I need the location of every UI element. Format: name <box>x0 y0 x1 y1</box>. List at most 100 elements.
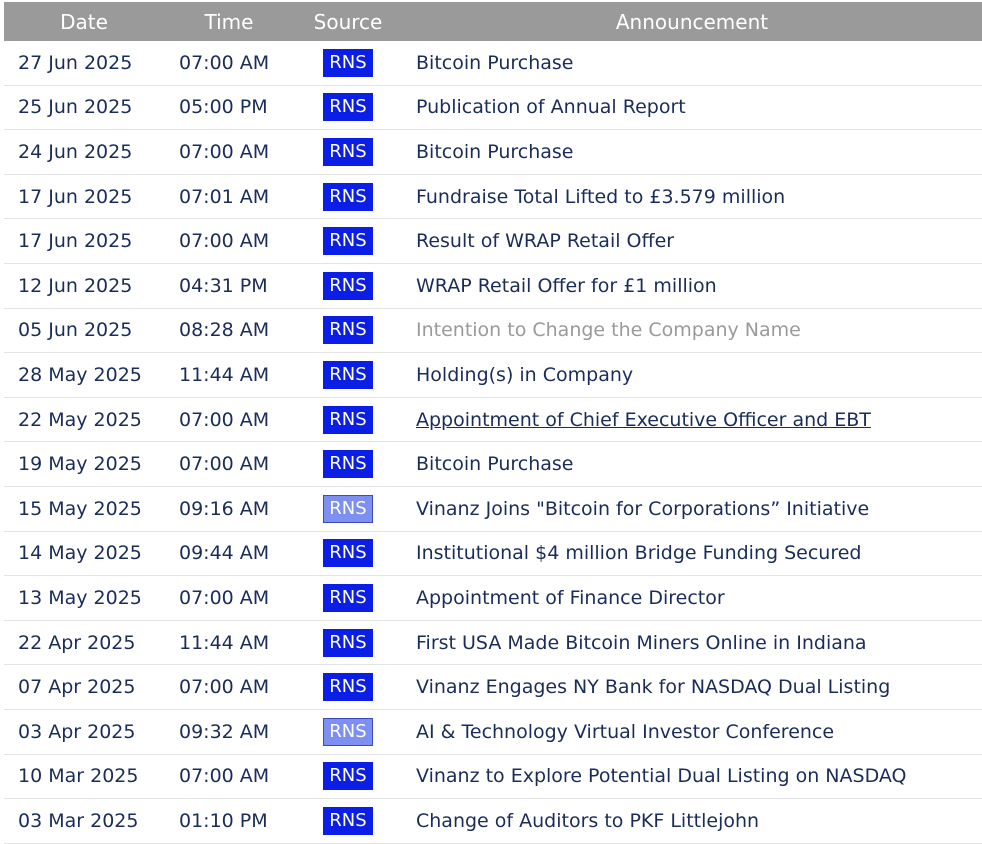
source-badge[interactable]: RNS <box>323 717 373 746</box>
time-cell: 01:10 PM <box>179 809 268 832</box>
time-cell: 07:00 AM <box>179 51 270 74</box>
date-cell: 07 Apr 2025 <box>18 676 136 699</box>
source-cell: RNS <box>294 673 402 702</box>
source-badge[interactable]: RNS <box>323 450 373 479</box>
time-cell: 07:01 AM <box>179 185 270 208</box>
table-row[interactable]: 10 Mar 2025 07:00 AM RNS Vinanz to Explore … <box>4 755 982 800</box>
source-badge[interactable]: RNS <box>323 316 373 345</box>
announcement-cell: WRAP Retail Offer for £1 million <box>402 275 982 297</box>
source-cell: RNS <box>294 628 402 657</box>
announcement-link[interactable]: Vinanz Joins "Bitcoin for Corporations” … <box>416 497 870 520</box>
table-row[interactable]: 19 May 2025 07:00 AM RNS Bitcoin Purchase <box>4 442 982 487</box>
table-row[interactable]: 17 Jun 2025 07:01 AM RNS Fundraise Total Li… <box>4 175 982 220</box>
time-cell: 11:44 AM <box>179 631 270 654</box>
source-badge[interactable]: RNS <box>323 628 373 657</box>
source-cell: RNS <box>294 93 402 122</box>
announcement-link[interactable]: Publication of Annual Report <box>416 96 686 119</box>
source-badge[interactable]: RNS <box>323 227 373 256</box>
source-badge[interactable]: RNS <box>323 93 373 122</box>
announcement-cell: Vinanz Engages NY Bank for NASDAQ Dual L… <box>402 676 982 698</box>
announcement-link[interactable]: WRAP Retail Offer for £1 million <box>416 274 717 297</box>
table-row[interactable]: 22 Apr 2025 11:44 AM RNS First USA Made Bit… <box>4 621 982 666</box>
announcement-cell: Result of WRAP Retail Offer <box>402 230 982 252</box>
source-badge[interactable]: RNS <box>323 182 373 211</box>
date-cell: 03 Mar 2025 <box>18 809 139 832</box>
announcement-link[interactable]: Holding(s) in Company <box>416 363 634 386</box>
source-badge[interactable]: RNS <box>323 137 373 166</box>
date-cell: 03 Apr 2025 <box>18 720 136 743</box>
announcement-link[interactable]: Change of Auditors to PKF Littlejohn <box>416 809 760 832</box>
table-row[interactable]: 05 Jun 2025 08:28 AM RNS Intention to Chang… <box>4 309 982 354</box>
table-row[interactable]: 03 Apr 2025 09:32 AM RNS AI & Technology Vi… <box>4 710 982 755</box>
column-header-announcement[interactable]: Announcement <box>615 9 769 34</box>
table-row[interactable]: 12 Jun 2025 04:31 PM RNS WRAP Retail Offer … <box>4 264 982 309</box>
source-badge[interactable]: RNS <box>323 673 373 702</box>
announcement-cell: First USA Made Bitcoin Miners Online in … <box>402 632 982 654</box>
column-header-date[interactable]: Date <box>60 9 108 34</box>
announcement-cell: Bitcoin Purchase <box>402 52 982 74</box>
source-cell: RNS <box>294 450 402 479</box>
source-badge[interactable]: RNS <box>323 405 373 434</box>
announcement-cell: Holding(s) in Company <box>402 364 982 386</box>
table-row[interactable]: 22 May 2025 07:00 AM RNS Appointment of Chi… <box>4 398 982 443</box>
time-cell: 07:00 AM <box>179 765 270 788</box>
source-badge[interactable]: RNS <box>323 494 373 523</box>
date-cell: 12 Jun 2025 <box>18 274 133 297</box>
announcement-link[interactable]: Appointment of Finance Director <box>416 586 725 609</box>
table-row[interactable]: 17 Jun 2025 07:00 AM RNS Result of WRAP Ret… <box>4 219 982 264</box>
announcement-link[interactable]: Bitcoin Purchase <box>416 453 574 476</box>
time-cell: 07:00 AM <box>179 140 270 163</box>
time-cell: 09:32 AM <box>179 720 270 743</box>
table-row[interactable]: 28 May 2025 11:44 AM RNS Holding(s) in Comp… <box>4 353 982 398</box>
source-cell: RNS <box>294 227 402 256</box>
date-cell: 27 Jun 2025 <box>18 51 133 74</box>
table-header: Date Time Source Announcement <box>4 2 982 41</box>
announcement-cell: Intention to Change the Company Name <box>402 319 982 341</box>
source-badge[interactable]: RNS <box>323 48 373 77</box>
time-cell: 05:00 PM <box>179 96 268 119</box>
time-cell: 07:00 AM <box>179 676 270 699</box>
announcement-cell: AI & Technology Virtual Investor Confere… <box>402 721 982 743</box>
announcement-link[interactable]: Intention to Change the Company Name <box>416 319 801 342</box>
source-cell: RNS <box>294 762 402 791</box>
date-cell: 10 Mar 2025 <box>18 765 139 788</box>
announcement-link[interactable]: Institutional $4 million Bridge Funding … <box>416 542 862 565</box>
date-cell: 13 May 2025 <box>18 586 142 609</box>
source-badge[interactable]: RNS <box>323 806 373 835</box>
source-cell: RNS <box>294 494 402 523</box>
announcement-link[interactable]: Appointment of Chief Executive Officer a… <box>416 408 871 431</box>
column-header-time[interactable]: Time <box>204 9 254 34</box>
source-cell: RNS <box>294 539 402 568</box>
source-badge[interactable]: RNS <box>323 762 373 791</box>
table-row[interactable]: 25 Jun 2025 05:00 PM RNS Publication of Ann… <box>4 86 982 131</box>
time-cell: 11:44 AM <box>179 363 270 386</box>
source-badge[interactable]: RNS <box>323 539 373 568</box>
table-row[interactable]: 15 May 2025 09:16 AM RNS Vinanz Joins "Bitc… <box>4 487 982 532</box>
announcement-cell: Vinanz to Explore Potential Dual Listing… <box>402 765 982 787</box>
announcement-link[interactable]: Vinanz Engages NY Bank for NASDAQ Dual L… <box>416 676 891 699</box>
table-row[interactable]: 14 May 2025 09:44 AM RNS Institutional $4 m… <box>4 532 982 577</box>
date-cell: 17 Jun 2025 <box>18 185 133 208</box>
announcement-link[interactable]: Vinanz to Explore Potential Dual Listing… <box>416 765 907 788</box>
table-row[interactable]: 24 Jun 2025 07:00 AM RNS Bitcoin Purchase <box>4 130 982 175</box>
column-header-source[interactable]: Source <box>313 9 383 34</box>
source-badge[interactable]: RNS <box>323 583 373 612</box>
table-row[interactable]: 27 Jun 2025 07:00 AM RNS Bitcoin Purchase <box>4 41 982 86</box>
time-cell: 07:00 AM <box>179 230 270 253</box>
announcement-link[interactable]: Fundraise Total Lifted to £3.579 million <box>416 185 786 208</box>
announcement-cell: Appointment of Chief Executive Officer a… <box>402 409 982 431</box>
source-badge[interactable]: RNS <box>323 271 373 300</box>
date-cell: 19 May 2025 <box>18 453 142 476</box>
table-row[interactable]: 03 Mar 2025 01:10 PM RNS Change of Auditors… <box>4 799 982 844</box>
announcement-link[interactable]: Bitcoin Purchase <box>416 140 574 163</box>
announcement-link[interactable]: Result of WRAP Retail Offer <box>416 230 675 253</box>
announcement-cell: Publication of Annual Report <box>402 96 982 118</box>
announcement-link[interactable]: AI & Technology Virtual Investor Confere… <box>416 720 835 743</box>
table-row[interactable]: 07 Apr 2025 07:00 AM RNS Vinanz Engages NY … <box>4 665 982 710</box>
announcement-link[interactable]: Bitcoin Purchase <box>416 51 574 74</box>
table-row[interactable]: 13 May 2025 07:00 AM RNS Appointment of Fin… <box>4 576 982 621</box>
source-badge[interactable]: RNS <box>323 360 373 389</box>
date-cell: 24 Jun 2025 <box>18 140 133 163</box>
date-cell: 05 Jun 2025 <box>18 319 133 342</box>
announcement-link[interactable]: First USA Made Bitcoin Miners Online in … <box>416 631 867 654</box>
